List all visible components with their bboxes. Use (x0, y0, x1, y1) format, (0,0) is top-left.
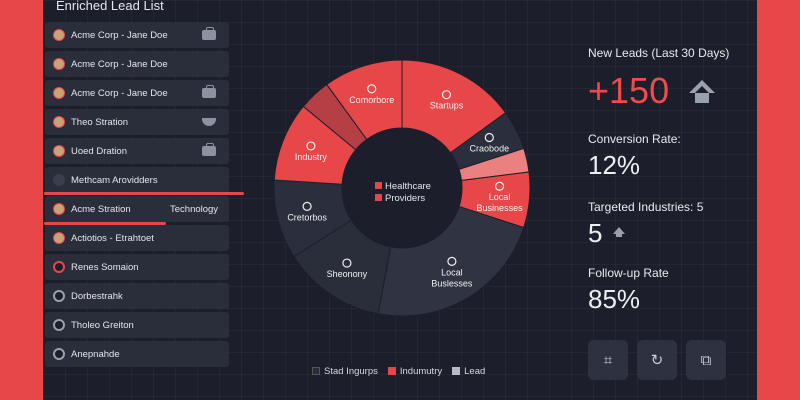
list-item[interactable]: Uoed Dration (45, 138, 229, 164)
avatar (53, 348, 65, 360)
slice-label: Comorbore (349, 95, 394, 105)
lead-label: Dorbestrahk (71, 290, 123, 302)
list-item[interactable]: Acme Corp - Jane Doe (45, 22, 229, 48)
list-item[interactable]: Renes Somaion (45, 254, 229, 280)
industry-donut-chart: Healthcare Providers Startups Craobode Loc… (273, 60, 531, 317)
avatar (53, 290, 65, 302)
legend-label: Indumutry (399, 366, 443, 377)
lead-label: Acme Stration (71, 203, 131, 215)
trend-up-icon (613, 227, 625, 237)
slice-icon (302, 201, 312, 211)
legend-item: Stad Ingurps (312, 366, 378, 377)
center-legend-label: Providers (385, 193, 425, 204)
slice-icon (484, 132, 494, 143)
avatar (53, 58, 65, 70)
trend-up-icon (689, 80, 715, 103)
new-leads-value: +150 (588, 70, 670, 111)
list-item[interactable]: Anepnahde (45, 341, 229, 367)
panel-title: Enriched Lead List (56, 0, 164, 13)
slice-label: Craobode (470, 144, 510, 154)
targeted-industries-label: Targeted Industries: 5 (588, 200, 704, 214)
bowl-icon[interactable] (202, 118, 216, 126)
new-leads-label: New Leads (Last 30 Days) (588, 46, 730, 60)
lead-label: Theo Stration (71, 116, 129, 128)
lead-label: Renes Somaion (71, 261, 139, 273)
briefcase-icon[interactable] (202, 27, 216, 40)
briefcase-icon[interactable] (202, 85, 216, 98)
slice-label: Startups (430, 101, 464, 111)
slice-label: Sheonony (327, 269, 368, 279)
conversion-rate-label: Conversion Rate: (588, 132, 681, 146)
lead-label: Actiotios - Etrahtoet (71, 232, 154, 244)
chart-legend: Stad Ingurps Indumutry Lead (312, 366, 485, 377)
avatar (53, 87, 65, 99)
avatar (53, 319, 65, 331)
puzzle-button[interactable]: ⧉ (686, 340, 726, 380)
legend-swatch (312, 367, 320, 375)
slice-icon (447, 256, 457, 266)
avatar (53, 174, 65, 186)
refresh-button[interactable]: ↻ (637, 340, 677, 380)
slice-icon (367, 84, 377, 94)
slice-icon (342, 258, 352, 268)
list-item[interactable]: Theo Stration (45, 109, 229, 135)
avatar (53, 232, 65, 244)
lead-label: Acme Corp - Jane Doe (71, 87, 168, 99)
scan-icon: ⌗ (603, 351, 613, 369)
avatar (53, 29, 65, 41)
center-legend-swatch (375, 194, 382, 201)
list-item[interactable]: Actiotios - Etrahtoet (45, 225, 229, 251)
lead-list: Acme Corp - Jane Doe Acme Corp - Jane Do… (45, 22, 229, 370)
slice-label: Industry (295, 152, 328, 162)
puzzle-icon: ⧉ (700, 351, 712, 369)
followup-rate-value: 85% (588, 284, 641, 314)
legend-swatch (452, 367, 461, 375)
lead-label: Acme Corp - Jane Doe (71, 29, 168, 41)
avatar (53, 116, 65, 128)
legend-item: Lead (452, 366, 485, 377)
avatar (53, 145, 65, 157)
lead-label: Acme Corp - Jane Doe (71, 58, 168, 70)
highlight-line (44, 222, 166, 225)
briefcase-icon[interactable] (202, 143, 216, 156)
conversion-rate-value: 12% (588, 150, 641, 180)
list-item[interactable]: Acme Corp - Jane Doe (45, 80, 229, 106)
donut-hole (342, 128, 462, 248)
legend-item: Indumutry (387, 366, 443, 377)
center-legend-swatch (375, 182, 382, 189)
avatar (53, 203, 65, 215)
legend-label: Lead (464, 366, 486, 377)
list-item[interactable]: Dorbestrahk (45, 283, 229, 309)
lead-label: Methcam Arovidders (71, 174, 158, 186)
highlight-line (44, 192, 244, 195)
legend-swatch (387, 367, 396, 375)
center-legend-label: Healthcare (385, 181, 431, 192)
lead-label: Anepnahde (71, 348, 120, 360)
targeted-industries-value: 5 (588, 218, 603, 248)
technology-label: Technology (170, 204, 219, 215)
lead-label: Tholeo Greiton (71, 319, 134, 331)
followup-rate-label: Follow-up Rate (588, 266, 669, 280)
list-item[interactable]: Tholeo Greiton (45, 312, 229, 338)
list-item[interactable]: Acme Corp - Jane Doe (45, 51, 229, 77)
refresh-icon: ↻ (650, 352, 664, 369)
slice-label: Cretorbos (287, 212, 327, 222)
slice-label: Local Buslesses (431, 267, 473, 288)
slice-icon (441, 90, 452, 100)
scan-button[interactable]: ⌗ (588, 340, 628, 380)
list-item[interactable]: Acme Stration (45, 196, 229, 222)
slice-icon (306, 141, 316, 151)
slice-label: Local Businesses (477, 192, 524, 213)
legend-label: Stad Ingurps (324, 366, 378, 377)
slice-icon (494, 181, 505, 191)
list-item[interactable]: Methcam Arovidders (45, 167, 229, 193)
lead-label: Uoed Dration (71, 145, 127, 157)
avatar (53, 261, 65, 273)
